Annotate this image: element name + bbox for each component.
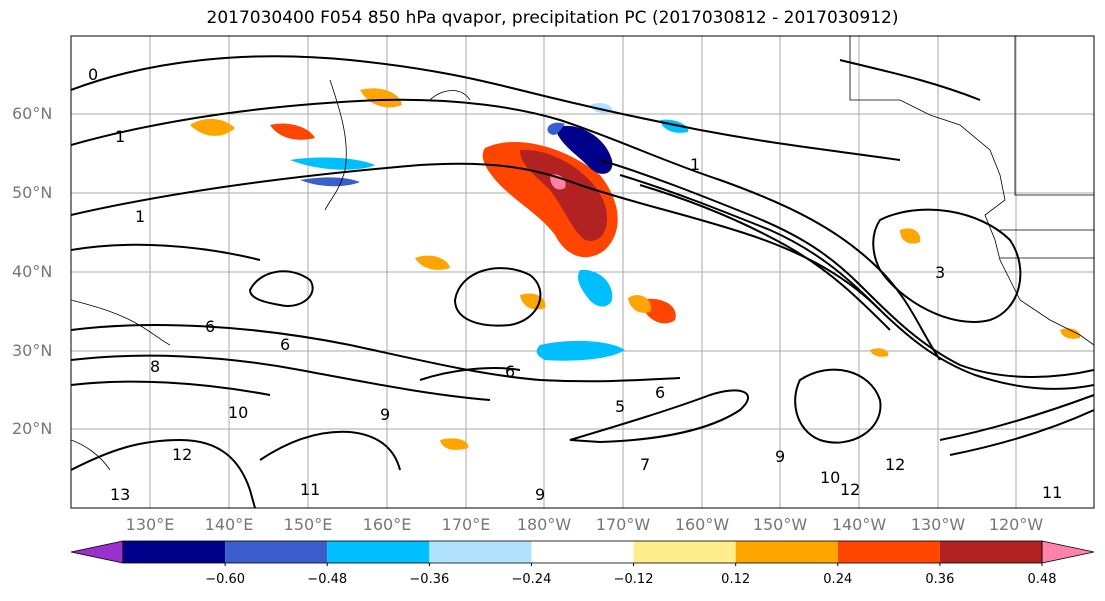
colorbar-segment <box>123 541 226 563</box>
colorbar-segment <box>531 541 634 563</box>
lon-label-130e: 130°E <box>125 515 175 534</box>
lon-label-160e: 160°E <box>362 515 412 534</box>
svg-text:11: 11 <box>1042 483 1062 502</box>
colorbar-tick-label: −0.60 <box>205 572 246 587</box>
lat-label-30n: 30°N <box>12 341 53 360</box>
colorbar-extend-min <box>70 540 124 564</box>
svg-text:1: 1 <box>690 155 700 174</box>
colorbar-tick-label: 0.36 <box>925 572 955 587</box>
colorbar-tick-label: −0.48 <box>307 572 348 587</box>
lon-label-150w: 150°W <box>752 515 808 534</box>
svg-text:6: 6 <box>280 335 290 354</box>
svg-text:9: 9 <box>535 485 545 504</box>
svg-text:6: 6 <box>655 383 665 402</box>
svg-text:1: 1 <box>135 207 145 226</box>
svg-text:8: 8 <box>150 357 160 376</box>
colorbar-segment <box>429 541 532 563</box>
svg-text:9: 9 <box>775 447 785 466</box>
lat-label-50n: 50°N <box>12 183 53 202</box>
lon-label-180w: 180°W <box>516 515 572 534</box>
colorbar-segment <box>225 541 328 563</box>
lon-label-170w: 170°W <box>595 515 651 534</box>
colorbar-segment <box>633 541 736 563</box>
colorbar-tick-label: −0.12 <box>613 572 654 587</box>
map-title: 2017030400 F054 850 hPa qvapor, precipit… <box>206 8 899 28</box>
lon-label-120w: 120°W <box>988 515 1044 534</box>
svg-text:9: 9 <box>380 405 390 424</box>
colorbar-segment <box>327 541 430 563</box>
svg-text:6: 6 <box>505 362 515 381</box>
graticule <box>71 36 1094 508</box>
lon-label-140w: 140°W <box>831 515 887 534</box>
colorbar-tick-label: 0.24 <box>823 572 853 587</box>
svg-text:12: 12 <box>885 455 905 474</box>
colorbar-outline <box>122 540 1043 564</box>
colorbar-tick-label: 0.48 <box>1027 572 1057 587</box>
colorbar-tick-label: −0.36 <box>409 572 450 587</box>
svg-text:1: 1 <box>115 127 125 146</box>
lon-label-140e: 140°E <box>204 515 254 534</box>
svg-text:11: 11 <box>300 480 320 499</box>
svg-text:6: 6 <box>205 317 215 336</box>
lon-label-160w: 160°W <box>674 515 730 534</box>
colorbar-tick-label: −0.24 <box>511 572 552 587</box>
qvapor-contours <box>71 55 1094 508</box>
svg-text:12: 12 <box>840 480 860 499</box>
svg-text:10: 10 <box>228 403 248 422</box>
coastlines <box>71 36 1094 471</box>
svg-text:7: 7 <box>640 455 650 474</box>
svg-text:10: 10 <box>820 468 840 487</box>
lon-label-170e: 170°E <box>441 515 491 534</box>
colorbar-tick-label: 0.12 <box>721 572 751 587</box>
svg-text:12: 12 <box>172 445 192 464</box>
svg-text:13: 13 <box>110 485 130 504</box>
lon-label-130w: 130°W <box>910 515 966 534</box>
colorbar-extend-max <box>1041 540 1095 564</box>
colorbar <box>70 540 1095 566</box>
colorbar-segment <box>735 541 838 563</box>
svg-text:0: 0 <box>88 65 98 84</box>
colorbar-segment <box>837 541 940 563</box>
svg-text:5: 5 <box>615 397 625 416</box>
svg-text:3: 3 <box>935 263 945 282</box>
lat-label-20n: 20°N <box>12 419 53 438</box>
colorbar-segment <box>939 541 1042 563</box>
precip-shading <box>190 88 1081 450</box>
lat-label-60n: 60°N <box>12 104 53 123</box>
lat-label-40n: 40°N <box>12 262 53 281</box>
map-frame <box>70 35 1095 509</box>
lon-label-150e: 150°E <box>283 515 333 534</box>
contour-labels: 0 1 1 1 3 6 6 8 9 10 12 12 10 11 12 13 1… <box>88 65 1062 504</box>
